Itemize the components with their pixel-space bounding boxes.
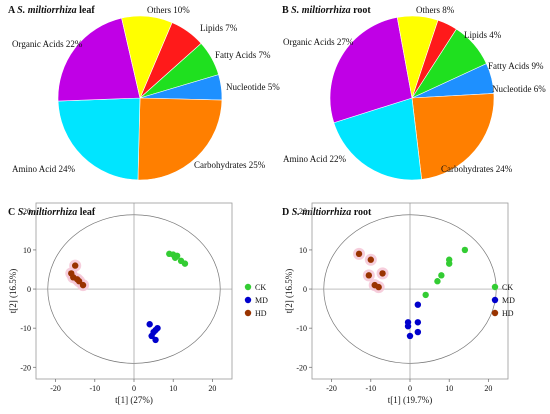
point-D-CK-5 <box>422 291 429 299</box>
pie-label-A-2: Nucleotide 5% <box>226 82 280 92</box>
pie-title-B: B S. miltiorrhiza root <box>282 5 371 16</box>
pie-slice-A-6 <box>121 15 173 99</box>
pie-slice-B-4 <box>333 97 422 181</box>
x-tick-label-C-20: 20 <box>208 384 216 393</box>
legend-D: CK MD HD <box>491 283 515 318</box>
legend-marker-D-HD <box>491 309 499 317</box>
y-tick-label-C-0: 0 <box>27 285 31 294</box>
legend-marker-C-HD <box>244 309 252 317</box>
x-tick-label-D-20: 20 <box>484 384 492 393</box>
scatter-plot-D: -20 -10 0 10 20 -20 -10 0 10 20 t[1] (19.7%) t[2] (… <box>284 202 509 405</box>
point-D-CK-4 <box>434 278 441 285</box>
pie-slice-A-4 <box>57 97 141 181</box>
pie-label-A-1: Fatty Acids 7% <box>215 50 271 60</box>
pie-label-B-5: Organic Acids 27% <box>283 37 354 47</box>
point-C-MD-4 <box>148 332 155 340</box>
scatter-title-C: C S. miltiorrhiza leaf <box>8 207 96 218</box>
pie-label-A-5: Organic Acids 22% <box>12 39 83 49</box>
scatter-title-D: D S. miltiorrhiza root <box>282 207 372 218</box>
pie-chart-B <box>329 15 495 181</box>
pie-label-B-2: Nucleotide 6% <box>492 84 546 94</box>
point-C-MD-0 <box>146 321 153 328</box>
pie-slice-A-5 <box>57 17 141 102</box>
point-D-MD-5 <box>406 332 414 340</box>
point-D-CK-0 <box>461 246 469 254</box>
pie-label-B-6: Others 8% <box>416 5 455 15</box>
point-D-HD-0 <box>355 250 363 258</box>
y-tick-label-D-10: 10 <box>299 246 307 255</box>
point-D-MD-4 <box>414 328 422 336</box>
x-tick-label-C-10: 10 <box>169 384 177 393</box>
legend-label-C-HD: HD <box>255 309 267 318</box>
y-axis-label-D: t[2] (16.5%) <box>284 269 294 314</box>
y-tick-label-D--10: -10 <box>296 324 307 333</box>
scatter-plot-C: -20 -10 0 10 20 -20 -10 0 10 20 t[1] (27%) t[2] (16… <box>8 202 233 405</box>
x-tick-label-D-0: 0 <box>408 384 412 393</box>
pie-slice-B-6 <box>396 15 439 99</box>
x-tick-label-D-10: 10 <box>445 384 453 393</box>
y-tick-label-C-20: 20 <box>23 207 31 216</box>
pie-label-B-1: Fatty Acids 9% <box>488 61 544 71</box>
pie-label-A-6: Others 10% <box>147 5 190 15</box>
legend-marker-D-MD <box>491 296 499 304</box>
pie-chart-A <box>57 15 223 181</box>
legend-marker-D-CK <box>491 283 499 291</box>
y-tick-label-D-20: 20 <box>299 207 307 216</box>
pie-slice-A-3 <box>137 97 223 181</box>
pie-label-A-3: Carbohydrates 25% <box>194 160 266 170</box>
point-D-MD-2 <box>414 319 422 326</box>
point-D-HD-5 <box>375 283 382 291</box>
x-axis-label-D: t[1] (19.7%) <box>388 395 433 405</box>
pie-slice-B-5 <box>329 16 413 124</box>
point-D-HD-2 <box>379 270 386 277</box>
x-axis-label-C: t[1] (27%) <box>115 395 153 405</box>
point-C-MD-3 <box>154 324 161 332</box>
legend-label-D-CK: CK <box>502 283 513 292</box>
x-tick-label-D--10: -10 <box>365 384 376 393</box>
point-D-MD-3 <box>404 323 412 330</box>
x-tick-label-C-0: 0 <box>132 384 136 393</box>
y-tick-label-C--10: -10 <box>20 324 31 333</box>
legend-label-C-MD: MD <box>255 296 268 305</box>
pie-slice-B-3 <box>411 93 495 180</box>
legend-marker-C-MD <box>244 296 252 304</box>
legend-label-D-MD: MD <box>502 296 515 305</box>
y-tick-label-D-0: 0 <box>303 285 307 294</box>
y-tick-label-C--20: -20 <box>20 363 31 372</box>
point-C-HD-4 <box>75 278 83 285</box>
pie-title-A: A S. miltiorrhiza leaf <box>8 5 95 16</box>
point-D-HD-3 <box>365 272 373 279</box>
legend-marker-C-CK <box>244 283 252 291</box>
x-tick-label-C--20: -20 <box>50 384 61 393</box>
point-C-CK-3 <box>171 254 179 261</box>
pie-label-A-0: Lipids 7% <box>200 23 238 33</box>
point-C-HD-0 <box>72 262 79 269</box>
point-C-CK-5 <box>181 260 189 267</box>
legend-label-D-HD: HD <box>502 309 514 318</box>
point-D-MD-0 <box>414 301 422 308</box>
pie-label-A-4: Amino Acid 24% <box>12 164 75 174</box>
y-axis-label-C: t[2] (16.5%) <box>8 269 18 314</box>
y-tick-label-C-10: 10 <box>23 246 31 255</box>
point-C-HD-5 <box>79 281 87 289</box>
point-D-CK-3 <box>438 272 445 279</box>
legend-label-C-CK: CK <box>255 283 266 292</box>
pie-label-B-0: Lipids 4% <box>464 30 502 40</box>
point-D-CK-2 <box>446 260 453 267</box>
x-tick-label-D--20: -20 <box>326 384 337 393</box>
point-D-HD-1 <box>367 256 374 263</box>
x-tick-label-C--10: -10 <box>89 384 100 393</box>
point-C-MD-5 <box>152 336 159 344</box>
pie-label-B-3: Carbohydrates 24% <box>441 164 513 174</box>
y-tick-label-D--20: -20 <box>296 363 307 372</box>
legend-C: CK MD HD <box>244 283 268 318</box>
pie-label-B-4: Amino Acid 22% <box>283 154 346 164</box>
